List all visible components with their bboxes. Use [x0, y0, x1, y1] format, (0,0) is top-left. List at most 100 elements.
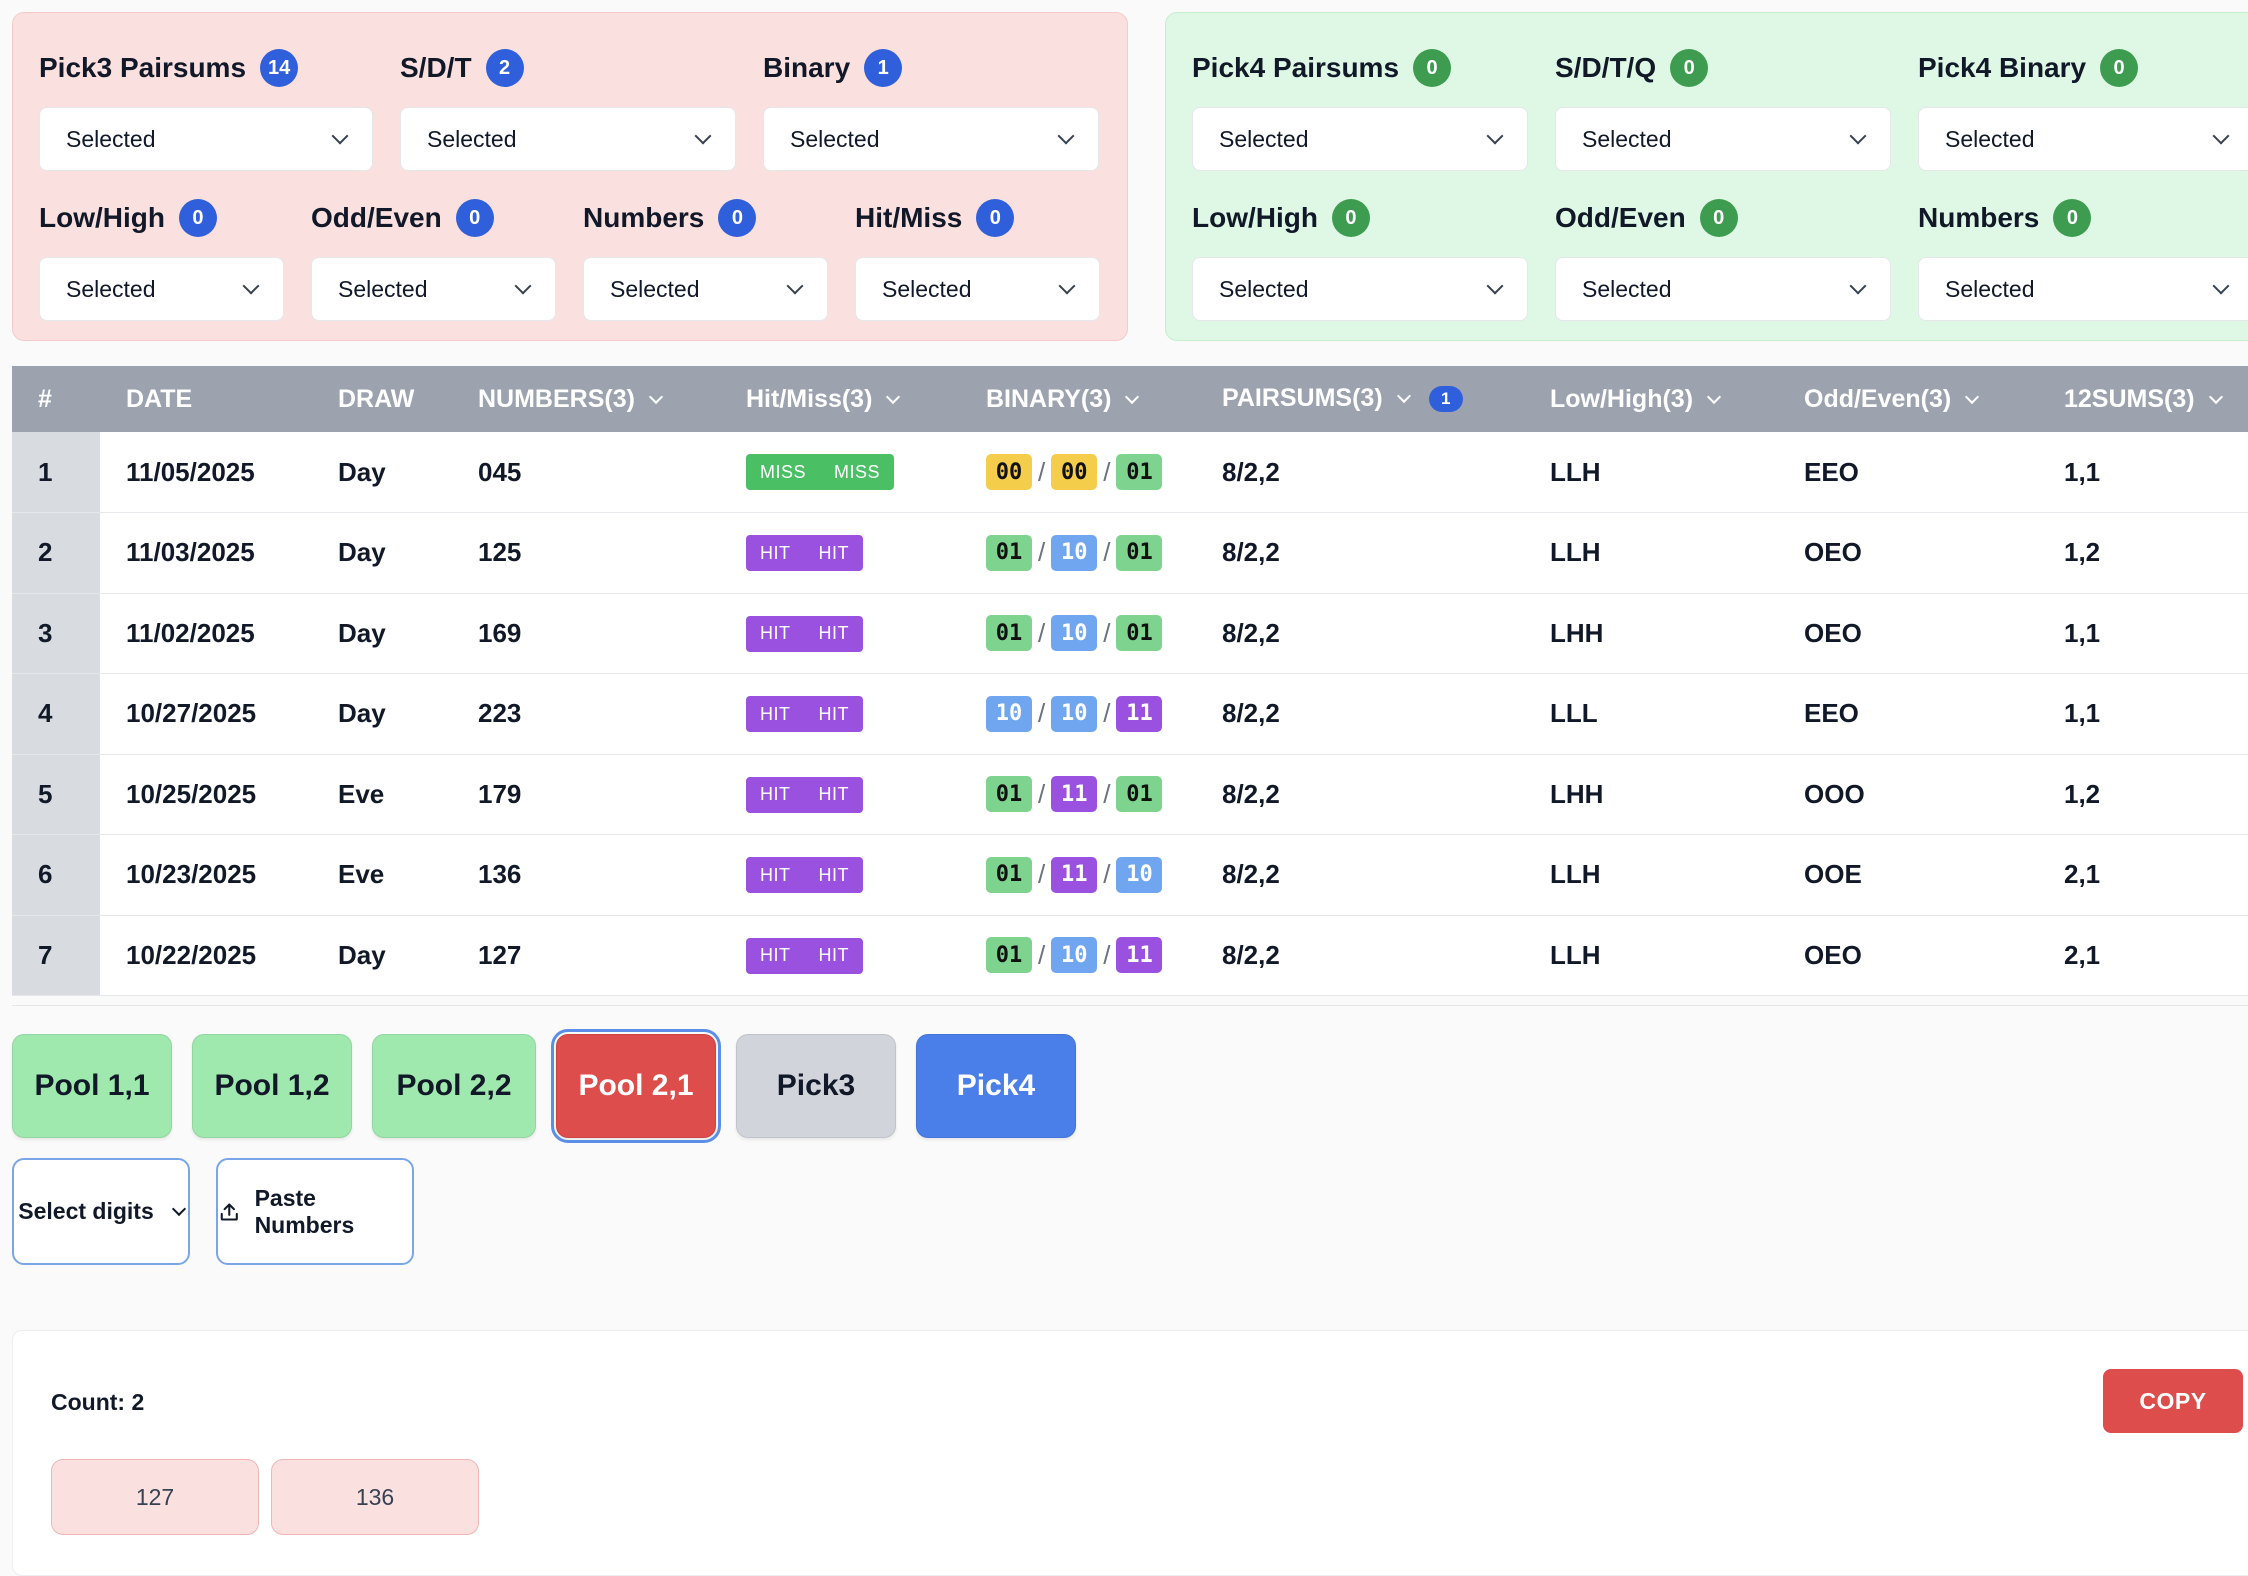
hitmiss-label: HIT — [760, 703, 791, 724]
filter-numbers: Numbers 0 Selected — [583, 193, 828, 321]
binary-separator: / — [1103, 698, 1111, 729]
binary-chips: 01/10/01 — [986, 534, 1163, 571]
row-lowhigh: LLH — [1550, 859, 1601, 890]
binary-separator: / — [1103, 939, 1111, 970]
hitmiss-badge: HIT HIT — [746, 776, 863, 813]
binary-separator: / — [1103, 617, 1111, 648]
pool-button-pool-2-1[interactable]: Pool 2,1 — [551, 1029, 721, 1143]
row-pairsums: 8/2,2 — [1222, 456, 1280, 487]
filter-label-text: Odd/Even — [311, 202, 442, 233]
filter-select-value: Selected — [66, 125, 156, 152]
filter-select-numbers[interactable]: Selected — [583, 257, 828, 321]
row-oddeven: OOO — [1804, 778, 1865, 809]
binary-separator: / — [1038, 537, 1046, 568]
pool-button-pick3[interactable]: Pick3 — [736, 1034, 896, 1138]
chevron-down-icon — [2212, 127, 2230, 145]
draws-table: # DATE DRAW NUMBERS(3) Hit/Miss(3) BINAR… — [12, 366, 2248, 1006]
table-row[interactable]: 7 10/22/2025 Day 127 HIT HIT 01/10/11 8/2,2 LLH O… — [12, 915, 2248, 996]
filter-label: Pick4 Pairsums 0 — [1192, 43, 1528, 93]
filter-count-badge: 0 — [1413, 49, 1452, 87]
binary-chip: 01 — [986, 937, 1032, 974]
binary-chips: 00/00/01 — [986, 454, 1163, 490]
pool-button-pool-1-2[interactable]: Pool 1,2 — [192, 1034, 352, 1138]
header-date[interactable]: DATE — [126, 384, 193, 413]
table-row[interactable]: 1 11/05/2025 Day 045 MISS MISS 00/00/01 8/2,2 LL… — [12, 432, 2248, 513]
row-pairsums: 8/2,2 — [1222, 537, 1280, 568]
filter-label-text: Pick4 Binary — [1918, 52, 2087, 83]
filter-select-numbers[interactable]: Selected — [1918, 257, 2248, 321]
chevron-down-icon — [242, 277, 260, 295]
filter-count-badge: 2 — [485, 49, 524, 87]
filter-label: Binary 1 — [763, 43, 1099, 93]
header-pairsums[interactable]: PAIRSUMS(3) 1 — [1196, 366, 1524, 432]
row-binary: 01/11/01 — [960, 754, 1196, 835]
hitmiss-badge: HIT HIT — [746, 615, 863, 652]
table-row[interactable]: 3 11/02/2025 Day 169 HIT HIT 01/10/01 8/2,2 LHH O… — [12, 593, 2248, 674]
filter-select-pick3-pairsums[interactable]: Selected — [39, 107, 373, 171]
header-oddeven[interactable]: Odd/Even(3) — [1778, 366, 2038, 432]
row-lowhigh: LHH — [1550, 778, 1604, 809]
hitmiss-badge: MISS MISS — [746, 454, 895, 491]
row-oddeven: EEO — [1804, 456, 1859, 487]
row-12sums: 1,1 — [2064, 617, 2101, 648]
hitmiss-label: MISS — [834, 461, 881, 482]
hitmiss-label: HIT — [760, 784, 791, 804]
filter-label-text: S/D/T/Q — [1555, 52, 1657, 83]
filter-select-s-d-t[interactable]: Selected — [400, 107, 736, 171]
pool-button-bar: Pool 1,1 Pool 1,2 Pool 2,2 Pool 2,1 Pick3 Pic… — [12, 1029, 1096, 1143]
row-draw: Day — [338, 939, 386, 970]
filter-select-odd-even[interactable]: Selected — [311, 257, 556, 321]
header-12sums[interactable]: 12SUMS(3) — [2038, 366, 2248, 432]
row-lowhigh: LLH — [1550, 537, 1601, 568]
table-row[interactable]: 2 11/03/2025 Day 125 HIT HIT 01/10/01 8/2,2 LLH O… — [12, 512, 2248, 593]
header-numbers[interactable]: NUMBERS(3) — [452, 366, 720, 432]
hitmiss-badge: HIT HIT — [746, 857, 863, 893]
result-number-chip[interactable]: 127 — [51, 1459, 259, 1535]
row-12sums: 2,1 — [2064, 939, 2101, 970]
binary-separator: / — [1038, 859, 1046, 890]
row-numbers: 125 — [478, 537, 522, 568]
binary-chip: 10 — [1051, 615, 1098, 652]
hitmiss-label: HIT — [818, 945, 849, 965]
header-lowhigh[interactable]: Low/High(3) — [1524, 366, 1778, 432]
pool-button-pool-1-1[interactable]: Pool 1,1 — [12, 1034, 172, 1138]
header-hitmiss[interactable]: Hit/Miss(3) — [720, 366, 960, 432]
filter-select-binary[interactable]: Selected — [763, 107, 1099, 171]
filter-count-badge: 0 — [976, 199, 1015, 237]
filter-select-low-high[interactable]: Selected — [1192, 257, 1528, 321]
pick4-filter-panel: Pick4 Pairsums 0 Selected S/D/T/Q 0 Selected P… — [1165, 12, 2248, 341]
filter-select-value: Selected — [1945, 125, 2035, 152]
row-12sums: 2,1 — [2064, 859, 2101, 890]
copy-button[interactable]: COPY — [2103, 1369, 2243, 1433]
filter-select-low-high[interactable]: Selected — [39, 257, 284, 321]
pool-button-pick4[interactable]: Pick4 — [916, 1034, 1076, 1138]
hitmiss-badge: HIT HIT — [746, 535, 863, 571]
filter-label: Numbers 0 — [583, 193, 828, 243]
filter-select-s-d-t-q[interactable]: Selected — [1555, 107, 1891, 171]
result-number-chip[interactable]: 136 — [271, 1459, 479, 1535]
pool-button-pool-2-2[interactable]: Pool 2,2 — [372, 1034, 536, 1138]
select-digits-dropdown[interactable]: Select digits — [12, 1158, 190, 1265]
filter-label: S/D/T/Q 0 — [1555, 43, 1891, 93]
table-header-row: # DATE DRAW NUMBERS(3) Hit/Miss(3) BINAR… — [12, 366, 2248, 432]
filter-select-odd-even[interactable]: Selected — [1555, 257, 1891, 321]
paste-numbers-button[interactable]: Paste Numbers — [216, 1158, 414, 1265]
header-binary[interactable]: BINARY(3) — [960, 366, 1196, 432]
filter-select-pick4-binary[interactable]: Selected — [1918, 107, 2248, 171]
table-row[interactable]: 4 10/27/2025 Day 223 HIT HIT 10/10/11 8/2,2 LLL E… — [12, 673, 2248, 755]
binary-chip: 11 — [1116, 937, 1163, 974]
filter-select-hit-miss[interactable]: Selected — [855, 257, 1100, 321]
chevron-down-icon — [1486, 277, 1504, 295]
row-index: 1 — [12, 432, 100, 513]
pairsums-filter-badge: 1 — [1428, 386, 1463, 412]
header-draw[interactable]: DRAW — [338, 384, 415, 413]
filter-select-pick4-pairsums[interactable]: Selected — [1192, 107, 1528, 171]
row-hitmiss: HIT HIT — [720, 674, 960, 755]
row-12sums: 1,2 — [2064, 537, 2101, 568]
result-number-list: 127 136 — [51, 1459, 491, 1535]
filter-hit-miss: Hit/Miss 0 Selected — [855, 193, 1100, 321]
row-numbers: 169 — [478, 617, 522, 648]
table-row[interactable]: 5 10/25/2025 Eve 179 HIT HIT 01/11/01 8/2,2 LHH O… — [12, 754, 2248, 835]
table-row[interactable]: 6 10/23/2025 Eve 136 HIT HIT 01/11/10 8/2,2 LLH O… — [12, 834, 2248, 915]
filter-label-text: Pick3 Pairsums — [39, 52, 247, 83]
